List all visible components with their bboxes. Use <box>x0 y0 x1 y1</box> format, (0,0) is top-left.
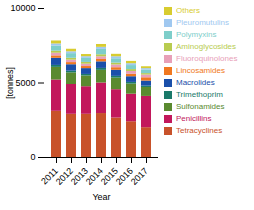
html-text:Polymyxins: Polymyxins <box>176 30 217 39</box>
html-text:Trimethoprim: Trimethoprim <box>176 90 223 99</box>
svg-text:2012: 2012 <box>53 165 75 187</box>
svg-text:2011: 2011 <box>39 165 60 187</box>
svg-text:2016: 2016 <box>113 165 135 187</box>
svg-text:2013: 2013 <box>68 165 90 187</box>
html-text:Others: Others <box>176 6 200 15</box>
html-text:Lincosamides: Lincosamides <box>176 66 225 75</box>
html-text:Penicillins: Penicillins <box>176 114 212 123</box>
svg-text:0: 0 <box>30 152 35 162</box>
svg-text:10000: 10000 <box>10 3 35 13</box>
html-text:Macrolides: Macrolides <box>176 78 215 87</box>
html-text:Fluoroquinolones: Fluoroquinolones <box>176 54 238 63</box>
svg-text:2014: 2014 <box>83 165 105 187</box>
html-text:Sulfonamides: Sulfonamides <box>176 102 225 111</box>
svg-text:2017: 2017 <box>129 166 150 187</box>
html-text:Aminoglycosides: Aminoglycosides <box>176 42 236 51</box>
svg-text:Year: Year <box>92 192 110 202</box>
html-text:Pleuromutulins: Pleuromutulins <box>176 18 229 27</box>
html-text:Tetracyclines: Tetracyclines <box>176 126 223 135</box>
svg-text:2015: 2015 <box>98 165 120 187</box>
svg-text:5000: 5000 <box>15 78 35 88</box>
svg-text:[tonnes]: [tonnes] <box>5 67 15 99</box>
